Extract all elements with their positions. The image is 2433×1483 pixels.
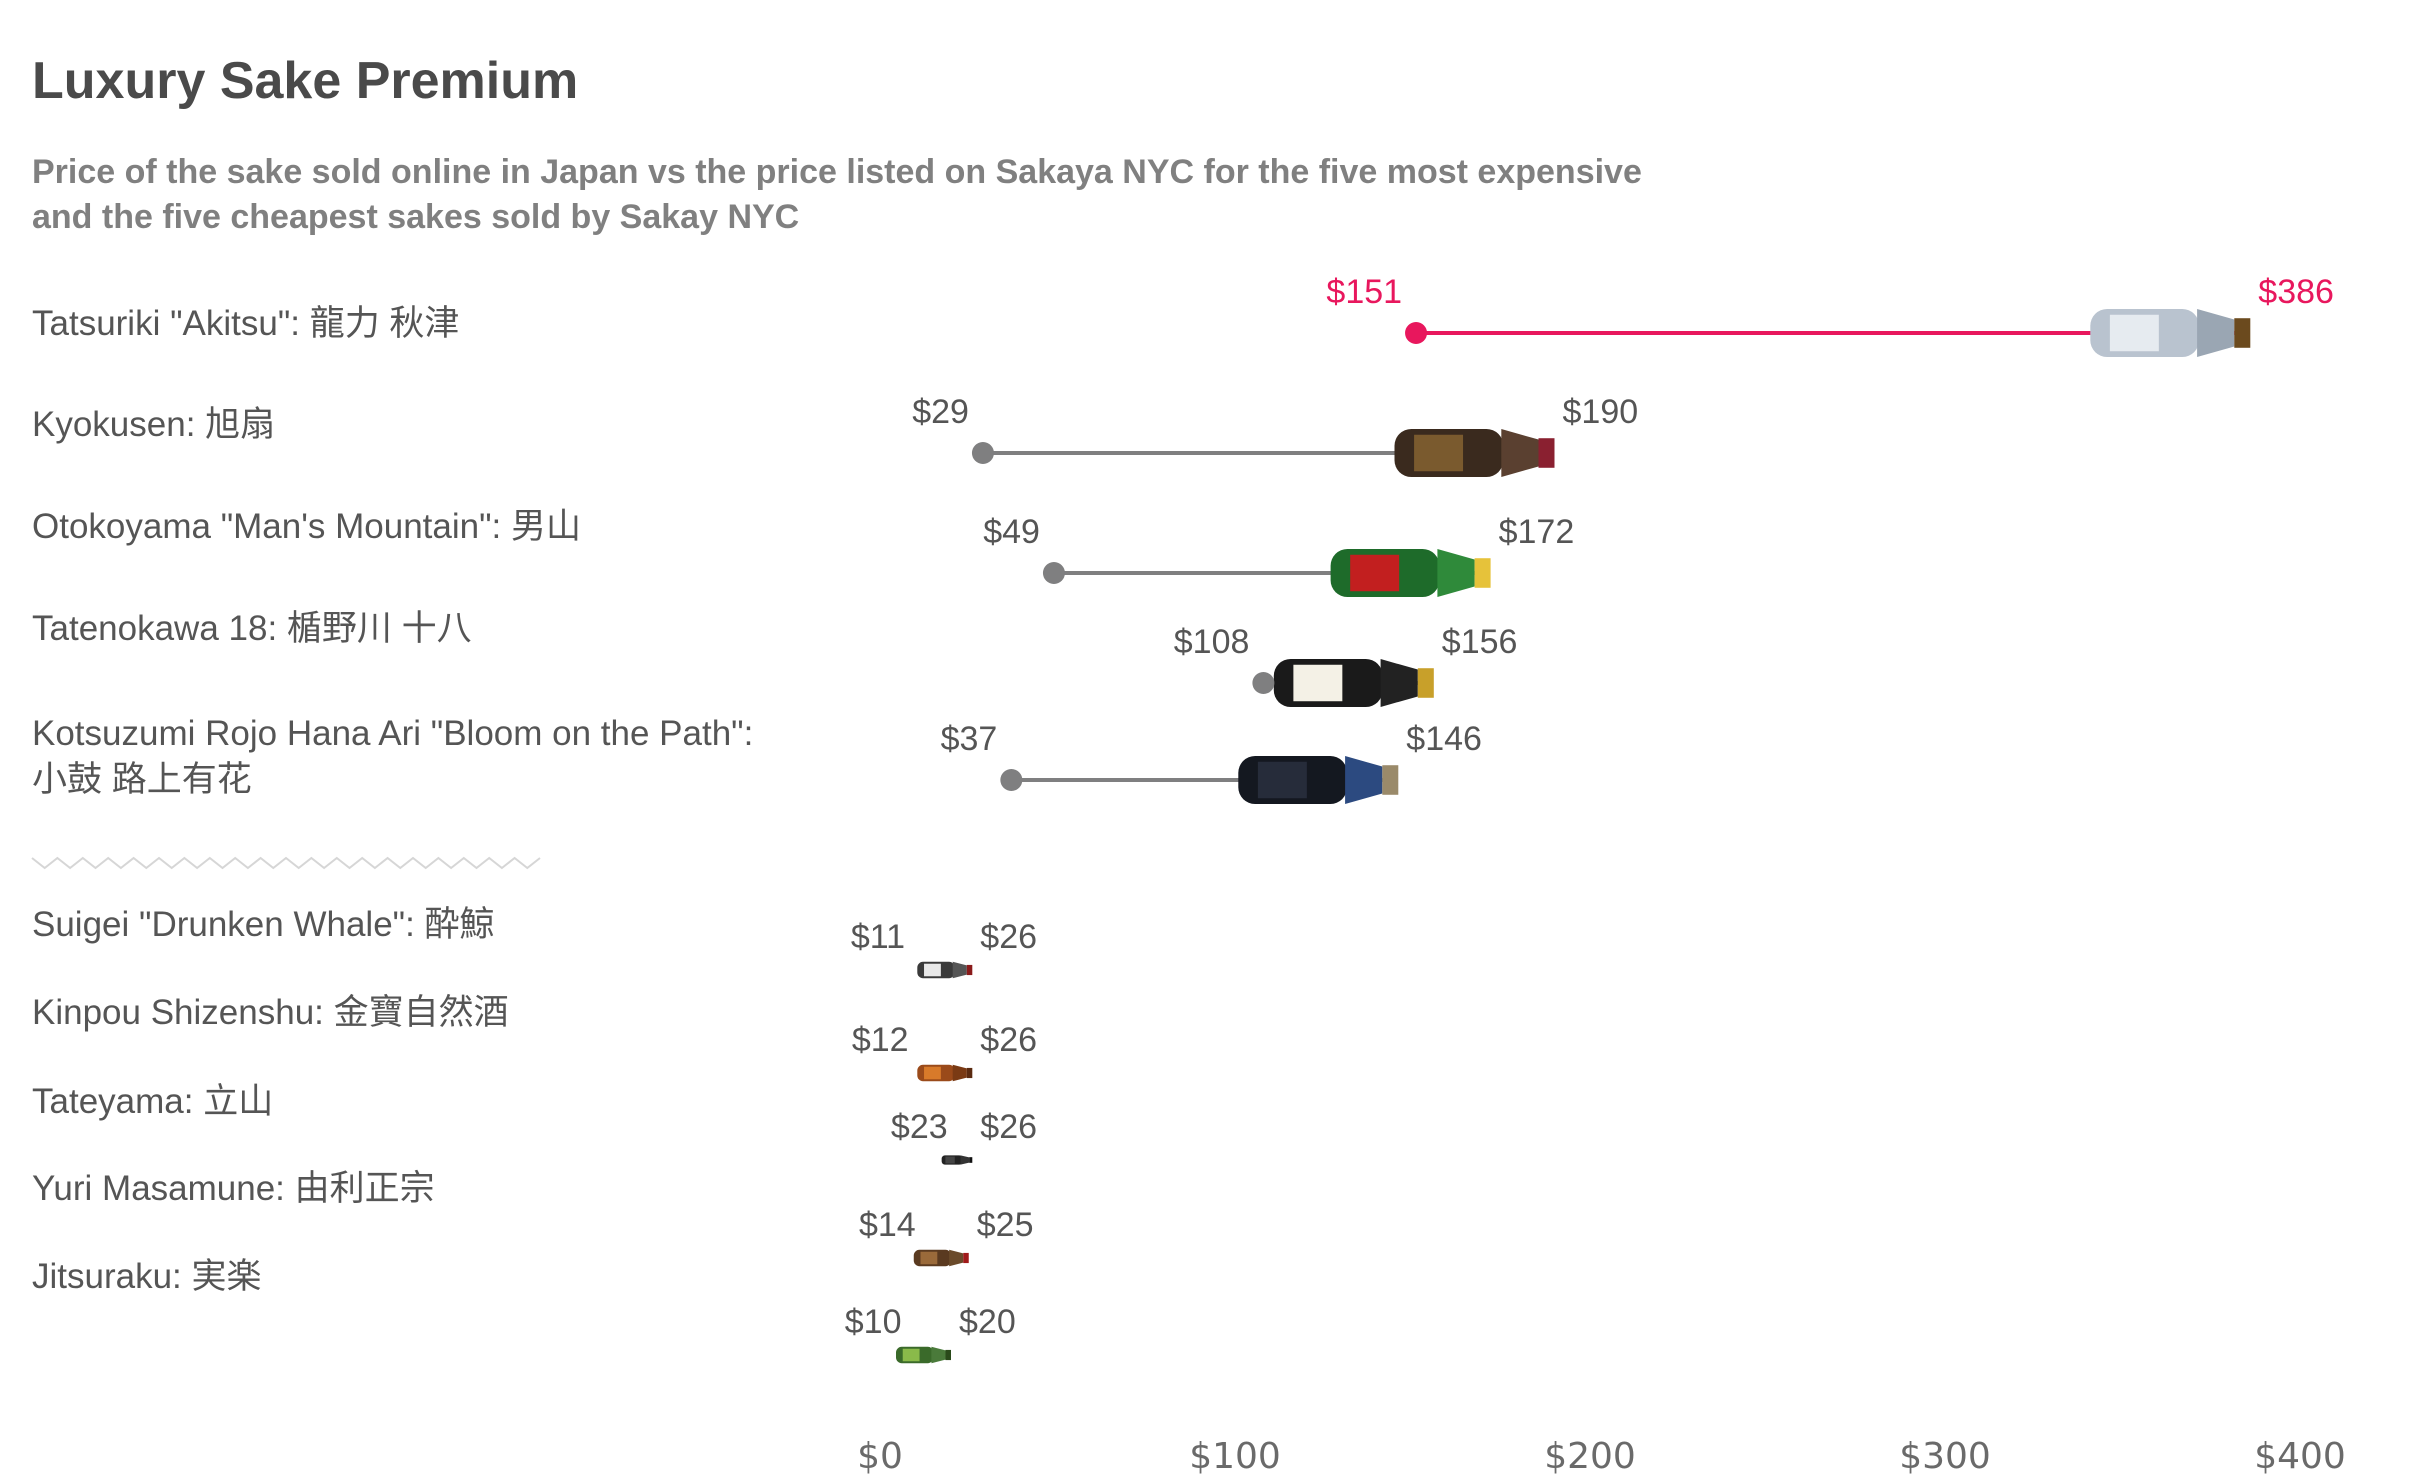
row-label-1: Tatsuriki "Akitsu": 龍力 秋津	[32, 304, 459, 343]
nyc-price-label-4: $156	[1442, 623, 1518, 661]
japan-price-label-7: $12	[852, 1021, 909, 1059]
bottle-image-7	[917, 1065, 972, 1082]
x-tick-label-0: $0	[857, 1436, 903, 1477]
japan-price-dot-3	[1043, 562, 1065, 584]
bottle-label	[2110, 315, 2159, 351]
nyc-price-label-10: $20	[959, 1303, 1016, 1341]
japan-price-dot-1	[1405, 322, 1427, 344]
chart-marks: Tatsuriki "Akitsu": 龍力 秋津 $151 $386 Kyokuse…	[32, 273, 2346, 1477]
japan-price-label-5: $37	[941, 720, 998, 758]
row-label-7: Kinpou Shizenshu: 金寶自然酒	[32, 993, 509, 1032]
bottle-cap	[1418, 668, 1434, 698]
bottle-cap	[967, 1068, 973, 1078]
japan-price-label-1: $151	[1326, 273, 1402, 311]
bottle-cap	[963, 1253, 969, 1263]
bottle-cap	[2234, 318, 2250, 348]
bottle-neck	[2197, 309, 2234, 357]
nyc-price-label-9: $25	[977, 1206, 1034, 1244]
bottle-neck	[1501, 429, 1538, 477]
bottle-image-1	[2090, 309, 2250, 357]
bottle-neck	[1437, 549, 1474, 597]
bottle-label	[945, 1157, 954, 1164]
nyc-price-label-1: $386	[2258, 273, 2334, 311]
nyc-price-label-7: $26	[980, 1021, 1037, 1059]
chart-subtitle-line-2: and the five cheapest sakes sold by Saka…	[32, 198, 799, 236]
bottle-neck	[1381, 659, 1418, 707]
x-tick-label-3: $300	[1899, 1436, 1991, 1477]
bottle-label	[924, 964, 941, 977]
nyc-price-label-5: $146	[1406, 720, 1482, 758]
japan-price-label-10: $10	[845, 1303, 902, 1341]
bottle-cap	[946, 1350, 952, 1360]
bottle-image-3	[1331, 549, 1491, 597]
row-label-3: Otokoyama "Man's Mountain": 男山	[32, 507, 581, 546]
bottle-cap	[1382, 765, 1398, 795]
nyc-price-label-2: $190	[1563, 393, 1639, 431]
japan-price-label-6: $11	[851, 918, 905, 956]
bottle-neck	[953, 1065, 967, 1082]
row-label-10: Jitsuraku: 実楽	[32, 1257, 262, 1296]
japan-price-label-8: $23	[891, 1108, 948, 1146]
row-label-9: Yuri Masamune: 由利正宗	[32, 1169, 435, 1208]
japan-price-dot-4	[1252, 672, 1274, 694]
row-label-8: Tateyama: 立山	[32, 1082, 273, 1121]
bottle-neck	[953, 962, 967, 979]
bottle-image-4	[1274, 659, 1434, 707]
bottle-label	[903, 1349, 920, 1362]
bottle-label	[1350, 555, 1399, 591]
japan-price-dot-5	[1000, 769, 1022, 791]
chart-subtitle-line-1: Price of the sake sold online in Japan v…	[32, 153, 1642, 191]
bottle-image-2	[1395, 429, 1555, 477]
bottle-image-10	[896, 1347, 951, 1364]
bottle-neck	[960, 1155, 969, 1164]
bottle-neck	[931, 1347, 945, 1364]
x-tick-label-4: $400	[2254, 1436, 2346, 1477]
japan-price-label-2: $29	[912, 393, 969, 431]
japan-price-dot-2	[972, 442, 994, 464]
nyc-price-label-6: $26	[980, 918, 1037, 956]
bottle-label	[920, 1252, 937, 1265]
bottle-image-8	[942, 1155, 973, 1164]
x-tick-label-2: $200	[1544, 1436, 1636, 1477]
bottle-image-5	[1238, 756, 1398, 804]
bottle-label	[1258, 762, 1307, 798]
row-label-2: Kyokusen: 旭扇	[32, 405, 275, 444]
bottle-neck	[1345, 756, 1382, 804]
row-label-4: Tatenokawa 18: 楯野川 十八	[32, 609, 472, 648]
bottle-cap	[1475, 558, 1491, 588]
japan-price-label-3: $49	[983, 513, 1040, 551]
x-tick-label-1: $100	[1189, 1436, 1281, 1477]
bottle-cap	[969, 1157, 972, 1163]
chart-title: Luxury Sake Premium	[32, 52, 578, 110]
row-label-5: 小鼓 路上有花	[32, 760, 252, 799]
bottle-cap	[967, 965, 973, 975]
bottle-image-9	[914, 1250, 969, 1267]
bottle-image-6	[917, 962, 972, 979]
bottle-label	[1293, 665, 1342, 701]
group-separator-zigzag	[32, 858, 540, 868]
bottle-label	[1414, 435, 1463, 471]
bottle-cap	[1539, 438, 1555, 468]
japan-price-label-9: $14	[859, 1206, 916, 1244]
row-label-5: Kotsuzumi Rojo Hana Ari "Bloom on the Pa…	[32, 714, 753, 753]
japan-price-label-4: $108	[1174, 623, 1250, 661]
bottle-neck	[949, 1250, 963, 1267]
row-label-6: Suigei "Drunken Whale": 酔鯨	[32, 905, 495, 944]
nyc-price-label-8: $26	[980, 1108, 1037, 1146]
bottle-label	[924, 1067, 941, 1080]
nyc-price-label-3: $172	[1499, 513, 1575, 551]
